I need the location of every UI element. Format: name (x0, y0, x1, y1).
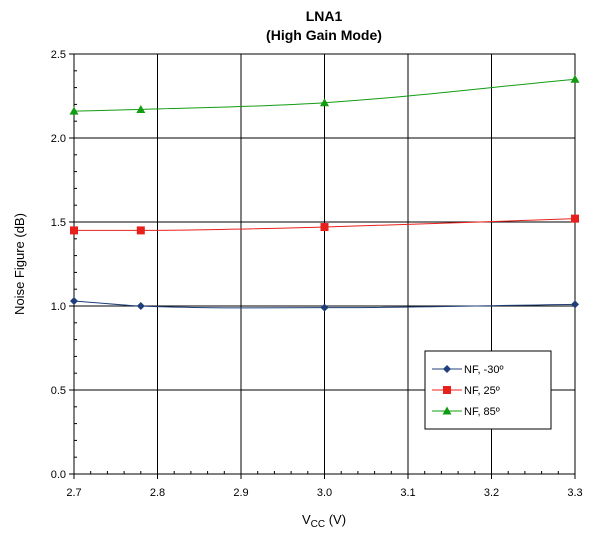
legend-label: NF, 85º (464, 406, 500, 418)
data-point (571, 214, 579, 223)
data-point (571, 300, 579, 309)
chart-subtitle: (High Gain Mode) (266, 27, 382, 43)
series-3 (69, 74, 580, 115)
series-2 (70, 214, 579, 235)
x-tick-label: 2.8 (150, 487, 165, 499)
data-point (320, 223, 329, 232)
data-point (570, 74, 580, 83)
data-point (320, 98, 329, 107)
y-tick-label: 1.0 (51, 301, 66, 313)
legend-marker (443, 386, 451, 394)
x-tick-label: 3.0 (317, 487, 332, 499)
y-tick-label: 2.0 (51, 133, 66, 145)
chart-title: LNA1 (306, 8, 343, 24)
y-tick-label: 1.5 (51, 217, 66, 229)
y-tick-label: 0.0 (51, 469, 66, 481)
x-tick-label: 3.1 (400, 487, 415, 499)
data-point (70, 296, 78, 305)
series-line (73, 78, 576, 112)
series-group (69, 74, 580, 312)
legend: NF, -30º NF, 25º NF, 85º (424, 350, 552, 430)
x-tick-label: 2.9 (233, 487, 248, 499)
legend-item: NF, -30º (432, 364, 503, 376)
legend-label: NF, -30º (464, 364, 503, 376)
data-point (136, 104, 146, 113)
y-axis-label: Noise Figure (dB) (12, 213, 27, 315)
series-1 (70, 296, 579, 312)
x-axis-label: VCC (V) (302, 512, 346, 530)
x-tick-label: 2.7 (66, 487, 81, 499)
x-axis-ticks: 2.7 2.8 2.9 3.0 3.1 3.2 3.3 (66, 474, 583, 499)
x-tick-label: 3.2 (484, 487, 499, 499)
legend-marker (443, 365, 451, 373)
y-axis-ticks: 0.0 0.5 1.0 1.5 2.0 2.5 (51, 49, 74, 481)
x-tick-label: 3.3 (567, 487, 582, 499)
data-point (320, 303, 329, 312)
y-tick-label: 2.5 (51, 49, 66, 61)
legend-item: NF, 25º (432, 385, 500, 397)
legend-item: NF, 85º (432, 406, 500, 418)
series-line (74, 218, 576, 231)
legend-marker (442, 406, 452, 415)
data-point (136, 226, 145, 235)
data-point (70, 226, 78, 235)
data-point (136, 302, 145, 310)
series-line (73, 300, 576, 309)
minor-ticks (73, 53, 576, 475)
y-tick-label: 0.5 (51, 385, 66, 397)
legend-label: NF, 25º (464, 385, 500, 397)
data-point (69, 106, 79, 115)
